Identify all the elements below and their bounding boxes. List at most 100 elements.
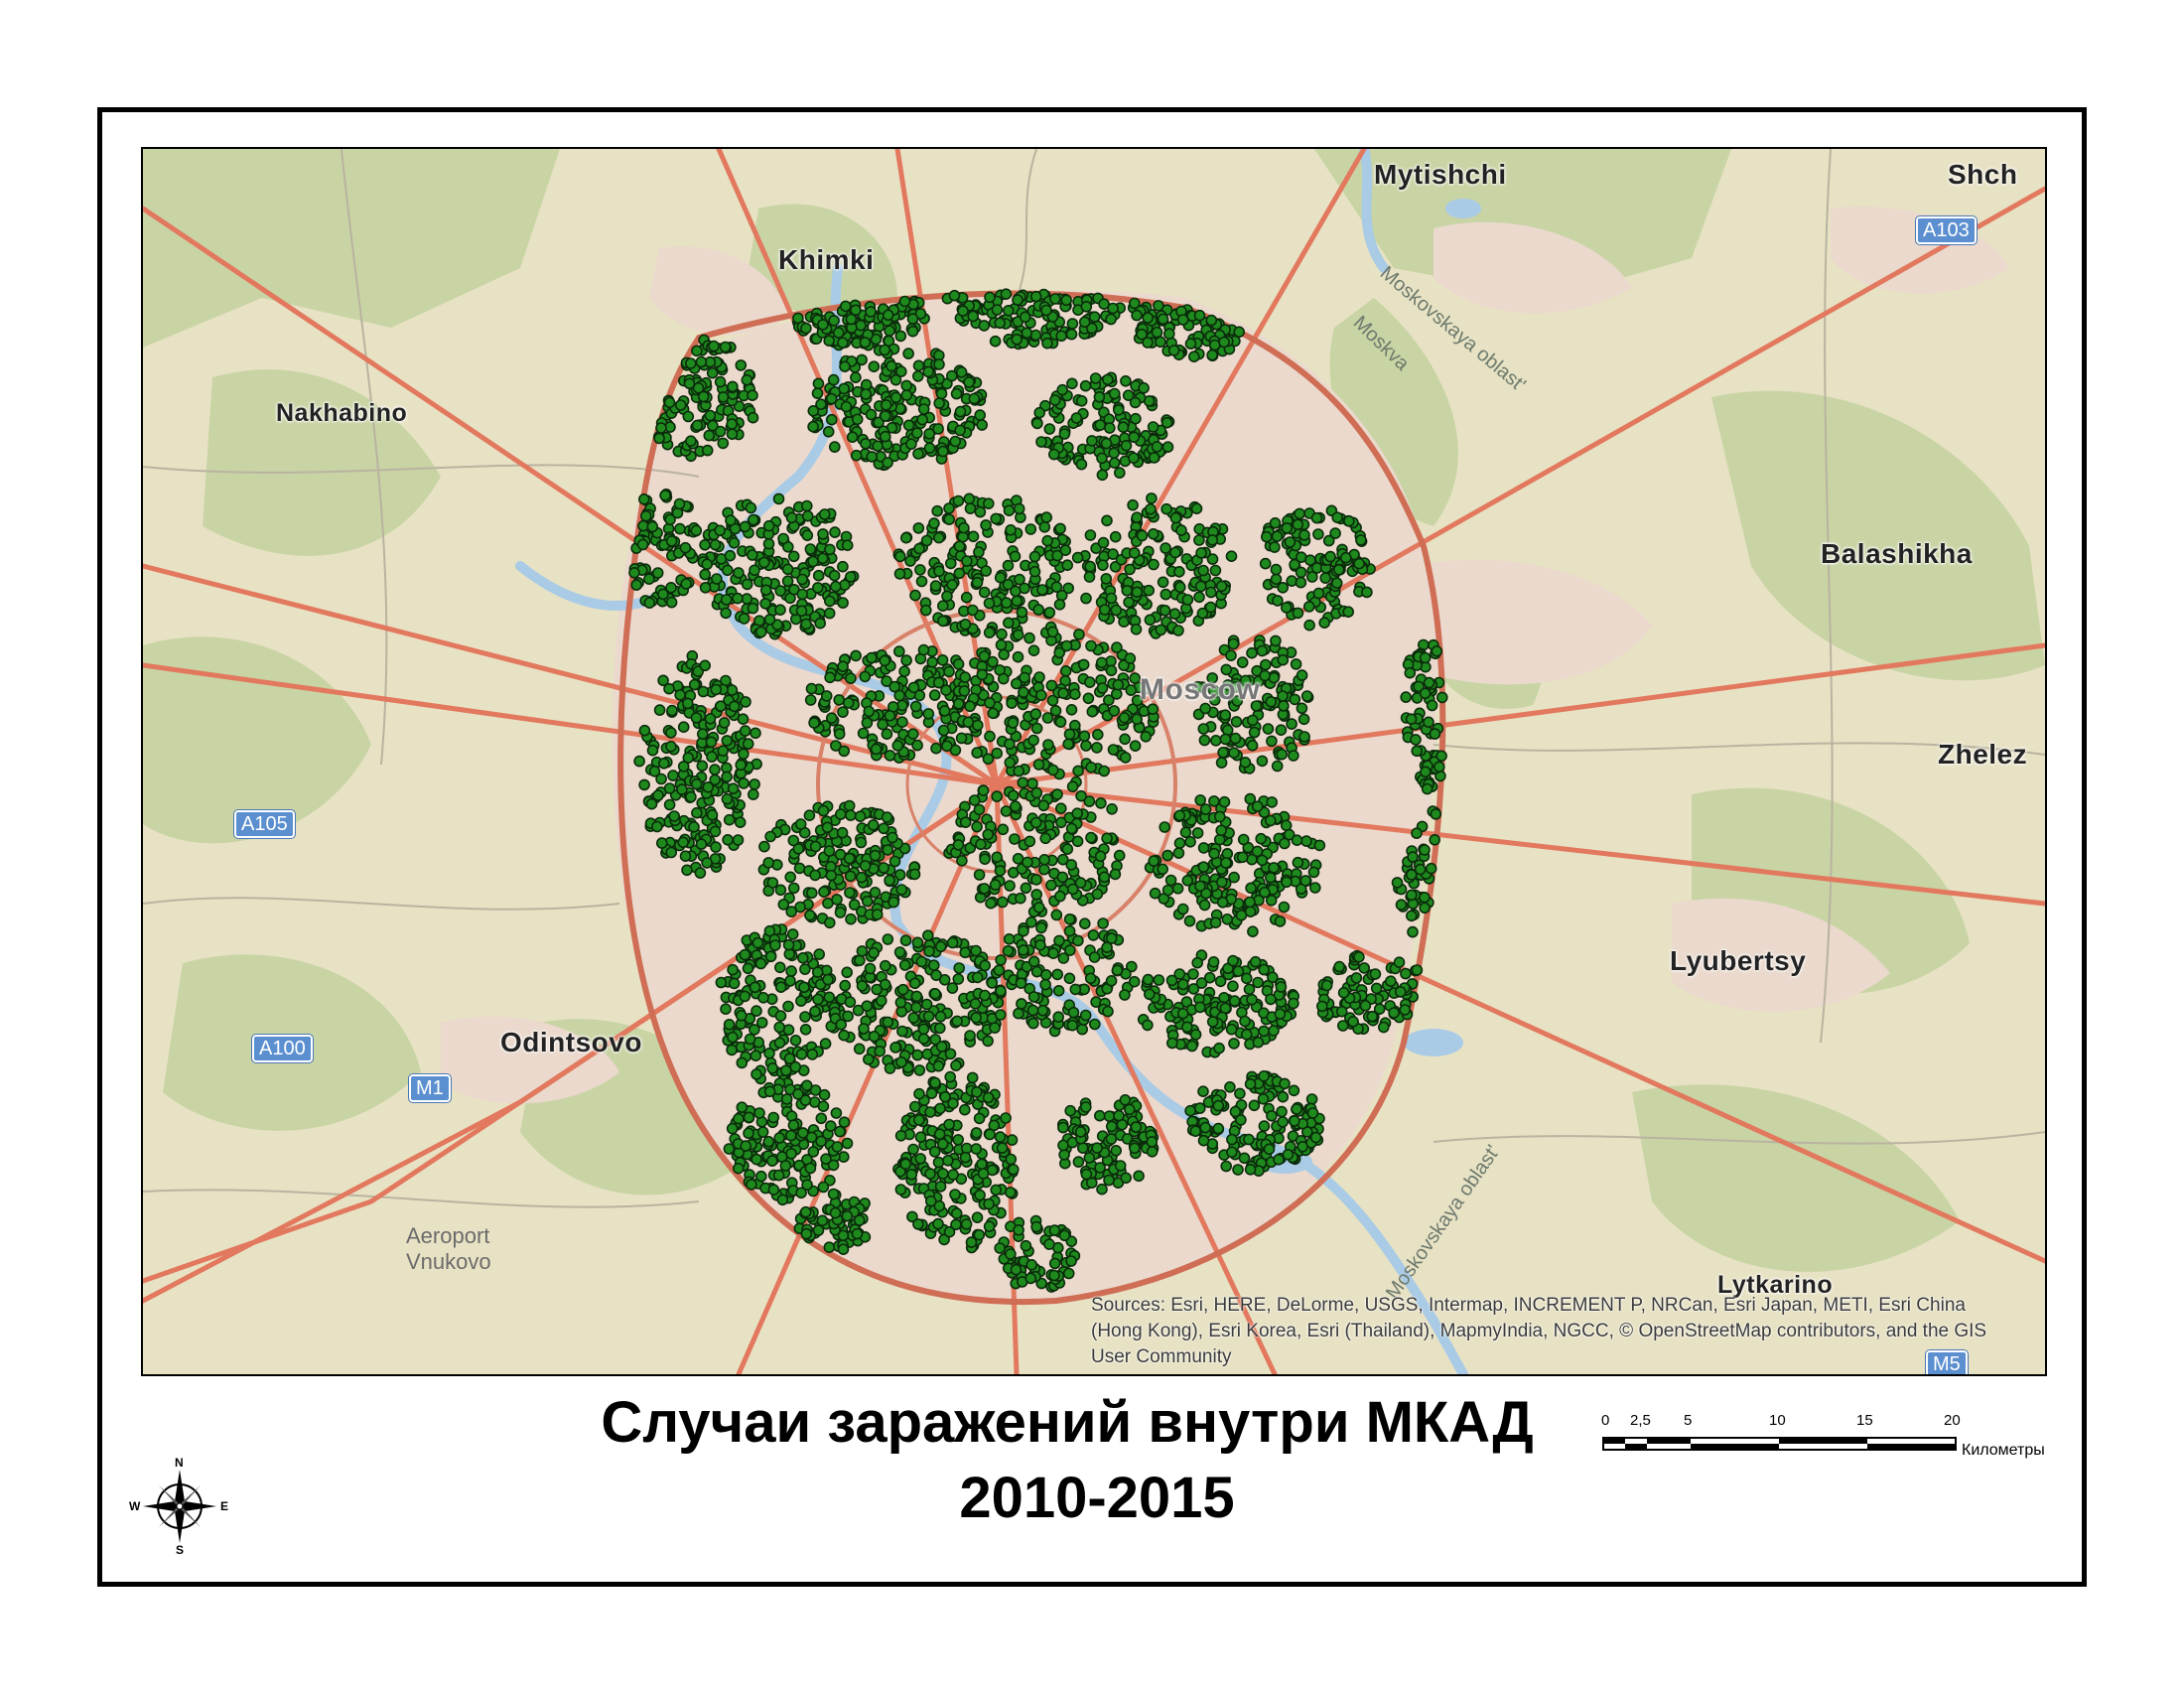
infection-point <box>950 387 963 400</box>
infection-point <box>683 377 696 390</box>
infection-point <box>1080 1168 1093 1181</box>
infection-point <box>1113 849 1126 862</box>
infection-point <box>964 1030 976 1042</box>
infection-point <box>785 1148 797 1160</box>
infection-point <box>832 327 845 339</box>
infection-point <box>1142 973 1155 986</box>
map-panel[interactable]: Mytishchi Shch Khimki Nakhabino Balashik… <box>141 147 2047 1376</box>
infection-point <box>708 340 720 352</box>
infection-point <box>1215 757 1228 769</box>
infection-point <box>1065 1255 1077 1267</box>
infection-point <box>636 538 649 551</box>
infection-point <box>861 895 874 908</box>
label-zhelez: Zhelez <box>1938 739 2028 770</box>
infection-point <box>923 945 935 957</box>
infection-point <box>643 573 655 585</box>
infection-point <box>985 897 997 910</box>
infection-point <box>719 341 732 353</box>
infection-point <box>1089 372 1102 384</box>
infection-point <box>934 1102 946 1115</box>
infection-point <box>1091 1142 1103 1155</box>
infection-point <box>1157 576 1169 589</box>
infection-point <box>1256 644 1269 657</box>
infection-point <box>842 1010 854 1023</box>
infection-point <box>983 1197 995 1210</box>
infection-point <box>1206 1016 1219 1028</box>
infection-point <box>1028 550 1041 563</box>
infection-point <box>954 405 967 418</box>
infection-point <box>717 745 730 758</box>
infection-point <box>928 517 940 529</box>
infection-point <box>813 948 826 960</box>
infection-point <box>1216 896 1229 909</box>
infection-point <box>943 1118 955 1131</box>
infection-point <box>735 359 748 371</box>
infection-point <box>1303 601 1315 613</box>
infection-point <box>1084 529 1097 541</box>
infection-point <box>831 1141 844 1153</box>
infection-point <box>1388 1007 1400 1019</box>
infection-point <box>1098 871 1111 884</box>
infection-point <box>1091 728 1104 741</box>
infection-point <box>1419 687 1432 700</box>
infection-point <box>727 963 739 976</box>
infection-point <box>960 591 973 604</box>
infection-point <box>994 571 1007 584</box>
infection-point <box>1041 712 1054 724</box>
infection-point <box>742 962 754 975</box>
infection-point <box>1173 809 1186 822</box>
infection-point <box>1051 968 1064 981</box>
infection-point <box>1209 564 1222 577</box>
infection-point <box>741 593 753 605</box>
infection-point <box>982 497 995 510</box>
infection-point <box>1032 902 1045 914</box>
infection-point <box>1118 711 1131 724</box>
infection-point <box>824 543 836 556</box>
infection-point <box>884 1062 896 1074</box>
infection-point <box>902 348 914 359</box>
infection-point <box>739 948 751 961</box>
infection-point <box>1176 314 1189 326</box>
infection-point <box>709 774 722 786</box>
infection-point <box>994 1009 1007 1021</box>
infection-point <box>1194 1001 1206 1014</box>
infection-point <box>1036 1004 1049 1017</box>
infection-point <box>1097 536 1110 549</box>
infection-point <box>877 718 888 731</box>
infection-point <box>1143 584 1156 597</box>
infection-point <box>856 980 869 992</box>
infection-point <box>747 411 759 424</box>
infection-point <box>795 1187 807 1199</box>
infection-point <box>1153 974 1165 986</box>
infection-point <box>668 810 681 822</box>
infection-point <box>750 1050 762 1062</box>
infection-point <box>924 1168 936 1180</box>
infection-point <box>839 979 852 992</box>
infection-point <box>1058 1229 1071 1242</box>
infection-point <box>891 740 904 752</box>
infection-point <box>756 1126 769 1138</box>
infection-point <box>1119 733 1131 746</box>
infection-point <box>947 1169 959 1181</box>
infection-point <box>1084 560 1097 573</box>
infection-point <box>1199 803 1212 815</box>
infection-point <box>1065 859 1078 871</box>
infection-point <box>977 1168 990 1180</box>
infection-point <box>805 887 818 900</box>
infection-point <box>800 1079 813 1092</box>
infection-point <box>1098 765 1111 777</box>
infection-point <box>819 1038 832 1050</box>
infection-point <box>1304 554 1316 567</box>
infection-point <box>1206 349 1218 361</box>
infection-point <box>1244 792 1257 805</box>
infection-point <box>704 712 717 725</box>
infection-point <box>874 1045 887 1057</box>
infection-point <box>696 728 709 741</box>
infection-point <box>804 909 816 921</box>
infection-point <box>1057 1121 1069 1134</box>
infection-point <box>1112 678 1125 691</box>
infection-point <box>710 683 723 696</box>
infection-point <box>869 886 882 899</box>
infection-point <box>927 959 940 972</box>
infection-point <box>995 954 1007 966</box>
